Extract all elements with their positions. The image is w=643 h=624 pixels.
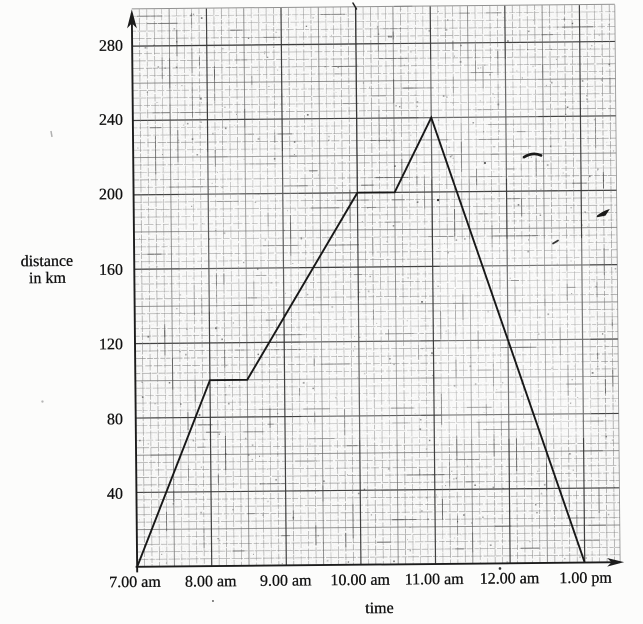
svg-text:120: 120 (99, 336, 123, 353)
svg-text:80: 80 (107, 411, 123, 428)
svg-text:40: 40 (107, 486, 123, 503)
svg-text:160: 160 (99, 262, 123, 279)
svg-text:240: 240 (99, 112, 123, 129)
svg-text:11.00 am: 11.00 am (405, 571, 465, 589)
svg-text:200: 200 (99, 186, 123, 203)
svg-text:10.00 am: 10.00 am (330, 572, 390, 590)
svg-text:9.00 am: 9.00 am (260, 572, 312, 589)
svg-text:7.00 am: 7.00 am (109, 574, 161, 591)
svg-text:in km: in km (29, 270, 67, 287)
svg-text:1.00 pm: 1.00 pm (559, 570, 612, 588)
svg-text:280: 280 (99, 38, 123, 55)
svg-text:distance: distance (21, 253, 74, 271)
svg-text:8.00 am: 8.00 am (185, 573, 237, 590)
svg-text:12.00 am: 12.00 am (480, 570, 540, 588)
svg-text:time: time (365, 600, 394, 617)
